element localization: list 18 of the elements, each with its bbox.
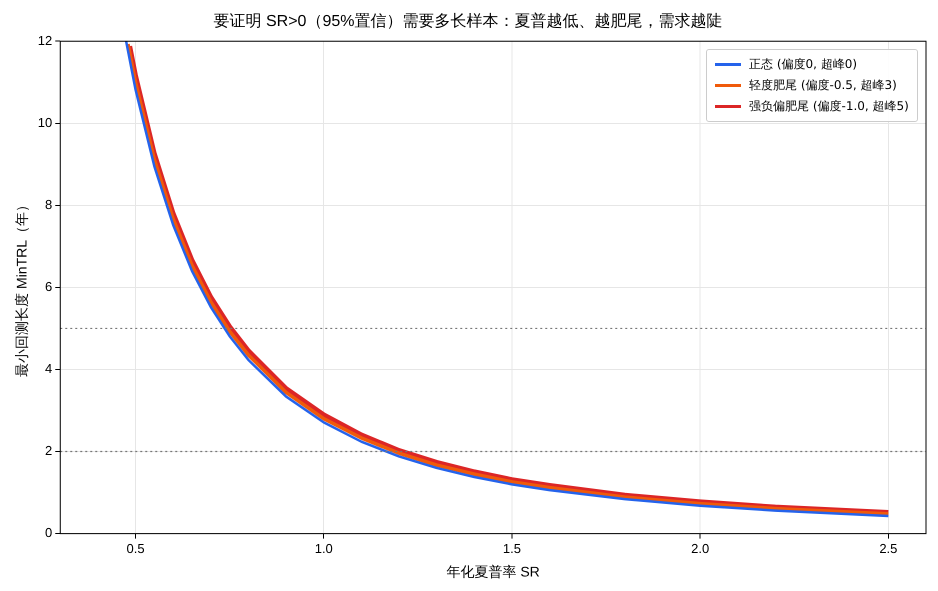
y-tick-label: 0 [45,525,52,540]
y-axis-title: 最小回测长度 MinTRL（年） [13,198,30,377]
legend-label: 轻度肥尾 (偏度-0.5, 超峰3) [749,78,897,92]
y-tick-label: 8 [45,196,52,212]
x-tick-label: 1.0 [314,540,333,556]
y-tick-label: 2 [45,443,52,458]
chart-title: 要证明 SR>0（95%置信）需要多长样本：夏普越低、越肥尾，需求越陡 [214,12,722,30]
x-tick-label: 0.5 [126,540,145,556]
legend-label: 正态 (偏度0, 超峰0) [749,57,858,72]
y-tick-label: 12 [38,32,52,48]
x-tick-label: 2.5 [879,540,898,556]
y-tick-label: 4 [45,361,52,376]
y-tick-label: 10 [38,114,52,130]
legend-label: 强负偏肥尾 (偏度-1.0, 超峰5) [749,99,909,114]
x-tick-label: 1.5 [502,540,521,556]
y-tick-label: 6 [45,278,52,294]
x-axis-title: 年化夏普率 SR [446,563,540,580]
x-tick-label: 2.0 [691,540,710,556]
